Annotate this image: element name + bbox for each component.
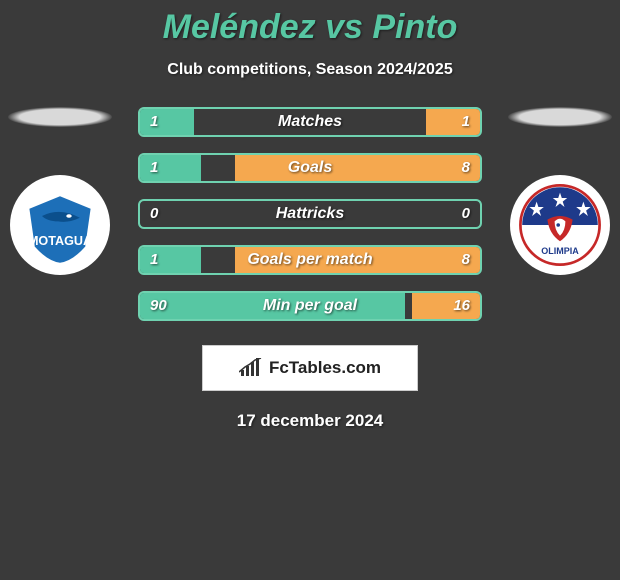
stat-bar-gap — [194, 109, 425, 135]
stat-row: Hattricks00 — [138, 199, 482, 229]
stat-bar-left — [140, 247, 201, 273]
stat-bar-left — [140, 293, 405, 319]
comparison-widget: Meléndez vs Pinto Club competitions, Sea… — [0, 0, 620, 431]
stat-row: Min per goal9016 — [138, 291, 482, 321]
stat-bar-gap — [201, 247, 235, 273]
date-label: 17 december 2024 — [0, 411, 620, 431]
stat-row: Matches11 — [138, 107, 482, 137]
stats-column: Matches11 Goals18 Hattricks00 Goals per mat… — [120, 107, 500, 337]
stat-track — [138, 245, 482, 275]
olimpia-logo-icon: OLIMPIA — [515, 180, 605, 270]
stat-track — [138, 291, 482, 321]
stat-bar-right — [235, 247, 480, 273]
brand-attribution[interactable]: FcTables.com — [202, 345, 418, 391]
page-title: Meléndez vs Pinto — [0, 8, 620, 47]
right-team-column: OLIMPIA — [500, 107, 620, 275]
stat-bar-left — [140, 109, 194, 135]
player-shadow-left — [8, 107, 112, 127]
stat-bar-left — [140, 155, 201, 181]
right-team-badge: OLIMPIA — [510, 175, 610, 275]
left-team-badge: MOTAGUA — [10, 175, 110, 275]
stat-row: Goals per match18 — [138, 245, 482, 275]
player-shadow-right — [508, 107, 612, 127]
stat-bar-gap — [405, 293, 412, 319]
brand-text: FcTables.com — [269, 358, 381, 378]
stat-track — [138, 107, 482, 137]
stat-bar-right — [426, 109, 480, 135]
left-team-name-text: MOTAGUA — [28, 234, 92, 248]
chart-icon — [239, 358, 263, 378]
stat-bar-right — [235, 155, 480, 181]
stat-track — [138, 199, 482, 229]
stat-track — [138, 153, 482, 183]
subtitle: Club competitions, Season 2024/2025 — [0, 61, 620, 79]
stat-bar-right — [412, 293, 480, 319]
stat-row: Goals18 — [138, 153, 482, 183]
motagua-logo-icon: MOTAGUA — [15, 180, 105, 270]
main-row: MOTAGUA Matches11 Goals18 Hattricks00 Goals… — [0, 107, 620, 337]
left-team-column: MOTAGUA — [0, 107, 120, 275]
right-team-name-text: OLIMPIA — [541, 246, 579, 256]
stat-bar-gap — [140, 201, 480, 227]
stat-bar-gap — [201, 155, 235, 181]
